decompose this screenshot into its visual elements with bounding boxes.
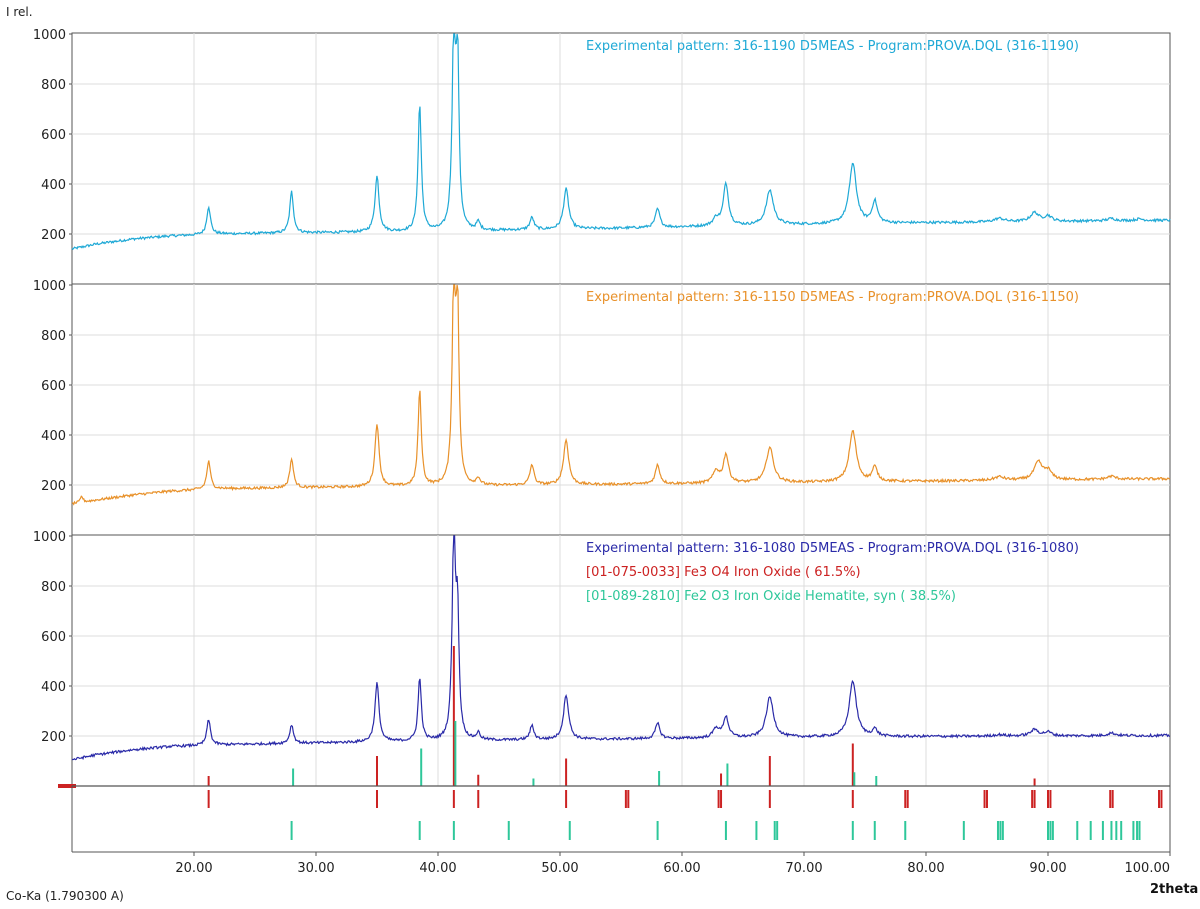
y-tick-label: 1000 bbox=[33, 28, 66, 43]
y-tick-label: 1000 bbox=[33, 530, 66, 545]
x-tick-label: 20.00 bbox=[175, 861, 212, 876]
y-tick-label: 800 bbox=[41, 580, 66, 595]
x-tick-label: 70.00 bbox=[785, 861, 822, 876]
legend-entry: [01-089-2810] Fe2 O3 Iron Oxide Hematite… bbox=[586, 589, 956, 604]
x-tick-label: 80.00 bbox=[907, 861, 944, 876]
pattern-line bbox=[71, 33, 1171, 251]
panel-1: 200 400 600 800 1000 Experimental pattern: 31… bbox=[33, 28, 1171, 285]
pattern-line bbox=[71, 284, 1171, 506]
reference-lines-band bbox=[71, 785, 1171, 853]
y-tick-label: 600 bbox=[41, 128, 66, 143]
y-tick-label: 200 bbox=[41, 228, 66, 243]
x-axis-title: 2theta bbox=[1150, 882, 1198, 897]
x-tick-label: 60.00 bbox=[663, 861, 700, 876]
y-tick-label: 800 bbox=[41, 78, 66, 93]
x-tick-label: 40.00 bbox=[419, 861, 456, 876]
x-axis: 20.00 30.00 40.00 50.00 60.00 70.00 80.00 90.00… bbox=[175, 852, 1171, 876]
y-tick-label: 600 bbox=[41, 630, 66, 645]
y-tick-label: 800 bbox=[41, 329, 66, 344]
y-tick-label: 400 bbox=[41, 178, 66, 193]
legend-entry: Experimental pattern: 316-1080 D5MEAS - … bbox=[586, 541, 1079, 556]
legend-entry: [01-075-0033] Fe3 O4 Iron Oxide ( 61.5%) bbox=[586, 565, 861, 580]
y-tick-label: 200 bbox=[41, 479, 66, 494]
y-tick-label: 200 bbox=[41, 730, 66, 745]
panel-2: 200 400 600 800 1000 Experimental pattern: 31… bbox=[33, 279, 1171, 536]
x-tick-label: 30.00 bbox=[297, 861, 334, 876]
panel-3: 200 400 600 800 1000 Experimental pattern: 31… bbox=[33, 530, 1171, 788]
x-tick-label: 50.00 bbox=[541, 861, 578, 876]
pattern-line bbox=[71, 535, 1171, 761]
panel-frame bbox=[71, 283, 1171, 536]
radiation-label: Co-Ka (1.790300 A) bbox=[6, 889, 124, 903]
panel-frame bbox=[71, 32, 1171, 285]
x-tick-label: 100.00 bbox=[1125, 861, 1171, 876]
legend-entry: Experimental pattern: 316-1150 D5MEAS - … bbox=[586, 290, 1079, 305]
y-tick-label: 600 bbox=[41, 379, 66, 394]
y-tick-label: 400 bbox=[41, 680, 66, 695]
y-tick-label: 1000 bbox=[33, 279, 66, 294]
panels-group: 200 400 600 800 1000 Experimental pattern: 31… bbox=[33, 28, 1171, 788]
x-tick-label: 90.00 bbox=[1029, 861, 1066, 876]
y-axis-title: I rel. bbox=[6, 5, 33, 19]
y-tick-label: 400 bbox=[41, 429, 66, 444]
legend-entry: Experimental pattern: 316-1190 D5MEAS - … bbox=[586, 39, 1079, 54]
